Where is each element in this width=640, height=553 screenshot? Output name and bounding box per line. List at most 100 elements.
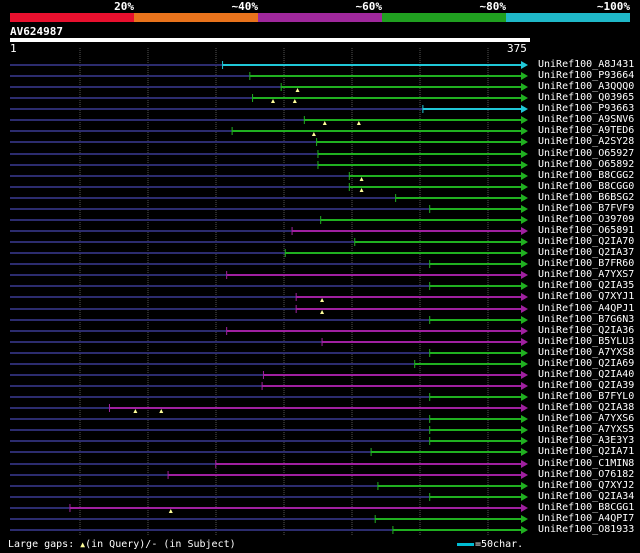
hit-arrow-head xyxy=(521,460,528,468)
query-gap-marker xyxy=(270,99,275,103)
hit-label[interactable]: UniRef100_Q2IA39 xyxy=(538,380,635,391)
hit-arrow-head xyxy=(521,338,528,346)
scale-segment-red xyxy=(10,13,134,22)
query-gap-marker xyxy=(359,188,364,192)
hit-arrow-head xyxy=(521,382,528,390)
hit-label[interactable]: UniRef100_O81933 xyxy=(538,524,635,535)
hit-label[interactable]: UniRef100_Q2IA40 xyxy=(538,369,635,380)
hit-arrow-head xyxy=(521,426,528,434)
length-scale-swatch xyxy=(457,543,474,546)
hit-arrow-head xyxy=(521,305,528,313)
hit-label[interactable]: UniRef100_P93664 xyxy=(538,70,635,81)
hit-label[interactable]: UniRef100_A4QPI7 xyxy=(538,513,635,524)
hit-label[interactable]: UniRef100_A7YXS8 xyxy=(538,347,635,358)
hit-label[interactable]: UniRef100_Q2IA69 xyxy=(538,358,635,369)
hit-label[interactable]: UniRef100_A3QQQ0 xyxy=(538,81,635,92)
hit-label[interactable]: UniRef100_O65927 xyxy=(538,148,635,159)
hit-label[interactable]: UniRef100_B8CGG1 xyxy=(538,502,635,513)
hit-label[interactable]: UniRef100_B7G6N3 xyxy=(538,314,635,325)
hit-label[interactable]: UniRef100_O65891 xyxy=(538,225,635,236)
hit-label[interactable]: UniRef100_O39709 xyxy=(538,214,635,225)
hit-arrow-head xyxy=(521,437,528,445)
hit-arrow-head xyxy=(521,404,528,412)
hit-arrow-head xyxy=(521,260,528,268)
hit-label[interactable]: UniRef100_O76182 xyxy=(538,469,635,480)
pct-label-100: ~100% xyxy=(596,0,630,13)
hit-arrow-head xyxy=(521,393,528,401)
hit-label[interactable]: UniRef100_A7YXS5 xyxy=(538,424,635,435)
hit-arrow-head xyxy=(521,316,528,324)
hit-label[interactable]: UniRef100_Q2IA34 xyxy=(538,491,635,502)
query-start-label: 1 xyxy=(10,42,17,55)
hit-label[interactable]: UniRef100_Q2IA35 xyxy=(538,280,635,291)
query-end-label: 375 xyxy=(507,42,527,55)
query-gap-marker xyxy=(320,310,325,314)
hit-label[interactable]: UniRef100_Q2IA70 xyxy=(538,236,635,247)
hit-label[interactable]: UniRef100_B5YLU3 xyxy=(538,336,635,347)
length-scale-text: =50char. xyxy=(475,539,524,550)
query-gap-marker xyxy=(159,409,164,413)
hit-label[interactable]: UniRef100_A8J431 xyxy=(538,59,635,70)
hit-arrow-head xyxy=(521,493,528,501)
hit-label[interactable]: UniRef100_B7FYL0 xyxy=(538,391,635,402)
hit-label[interactable]: UniRef100_B8CGG2 xyxy=(538,170,635,181)
hit-arrow-head xyxy=(521,448,528,456)
query-gap-marker xyxy=(322,121,327,125)
scale-segment-orange xyxy=(134,13,258,22)
hit-arrow-head xyxy=(521,526,528,534)
hit-label[interactable]: UniRef100_B6BSG2 xyxy=(538,192,635,203)
query-gap-triangle-icon: ▲ xyxy=(80,540,86,549)
hit-label[interactable]: UniRef100_Q2IA37 xyxy=(538,247,635,258)
hit-label[interactable]: UniRef100_A2SY28 xyxy=(538,136,635,147)
hit-arrow-head xyxy=(521,116,528,124)
identity-color-scale xyxy=(10,13,630,22)
hit-label[interactable]: UniRef100_B7FR60 xyxy=(538,258,635,269)
hit-arrow-head xyxy=(521,293,528,301)
hit-arrow-head xyxy=(521,371,528,379)
hit-arrow-head xyxy=(521,415,528,423)
hit-arrow-head xyxy=(521,282,528,290)
hit-arrow-head xyxy=(521,271,528,279)
identity-scale-labels: 20% ~40% ~60% ~80% ~100% xyxy=(0,0,640,14)
query-bar xyxy=(10,38,530,42)
hit-label[interactable]: UniRef100_A7YXS6 xyxy=(538,413,635,424)
hit-label[interactable]: UniRef100_B7FVF9 xyxy=(538,203,635,214)
hit-label[interactable]: UniRef100_Q2IA36 xyxy=(538,325,635,336)
query-gap-marker xyxy=(356,121,361,125)
hit-label[interactable]: UniRef100_Q7XYJ1 xyxy=(538,291,635,302)
gap-legend-title: Large gaps: xyxy=(8,539,75,550)
hit-label[interactable]: UniRef100_Q03965 xyxy=(538,92,635,103)
hit-label[interactable]: UniRef100_Q2IA38 xyxy=(538,402,635,413)
hit-arrow-head xyxy=(521,249,528,257)
hit-label[interactable]: UniRef100_A9TED6 xyxy=(538,125,635,136)
hit-arrow-head xyxy=(521,471,528,479)
gap-legend-subject: (in Subject) xyxy=(157,539,236,550)
query-gap-marker xyxy=(295,88,300,92)
gap-legend-query: (in Query)/ xyxy=(85,539,152,550)
hit-arrow-head xyxy=(521,105,528,113)
hit-label[interactable]: UniRef100_A4QPJ1 xyxy=(538,303,635,314)
hit-arrow-head xyxy=(521,94,528,102)
hit-label[interactable]: UniRef100_B8CGG0 xyxy=(538,181,635,192)
query-gap-marker xyxy=(133,409,138,413)
gap-legend-dash: - xyxy=(151,539,158,550)
hit-label[interactable]: UniRef100_C1MIN8 xyxy=(538,458,635,469)
hit-label[interactable]: UniRef100_Q2IA71 xyxy=(538,446,635,457)
hit-arrow-head xyxy=(521,349,528,357)
hit-label[interactable]: UniRef100_A7YXS7 xyxy=(538,269,635,280)
hit-arrow-head xyxy=(521,504,528,512)
pct-label-60: ~60% xyxy=(355,0,383,13)
hit-label[interactable]: UniRef100_P93663 xyxy=(538,103,635,114)
hit-label[interactable]: UniRef100_Q7XYJ2 xyxy=(538,480,635,491)
hit-label[interactable]: UniRef100_A3E3Y3 xyxy=(538,435,635,446)
hit-arrow-head xyxy=(521,183,528,191)
hit-label[interactable]: UniRef100_A9SNV6 xyxy=(538,114,635,125)
scale-segment-green xyxy=(382,13,506,22)
hit-arrow-head xyxy=(521,327,528,335)
pct-label-40: ~40% xyxy=(231,0,259,13)
hit-label[interactable]: UniRef100_O65892 xyxy=(538,159,635,170)
hit-arrow-head xyxy=(521,138,528,146)
hit-arrow-head xyxy=(521,360,528,368)
hit-arrow-head xyxy=(521,150,528,158)
